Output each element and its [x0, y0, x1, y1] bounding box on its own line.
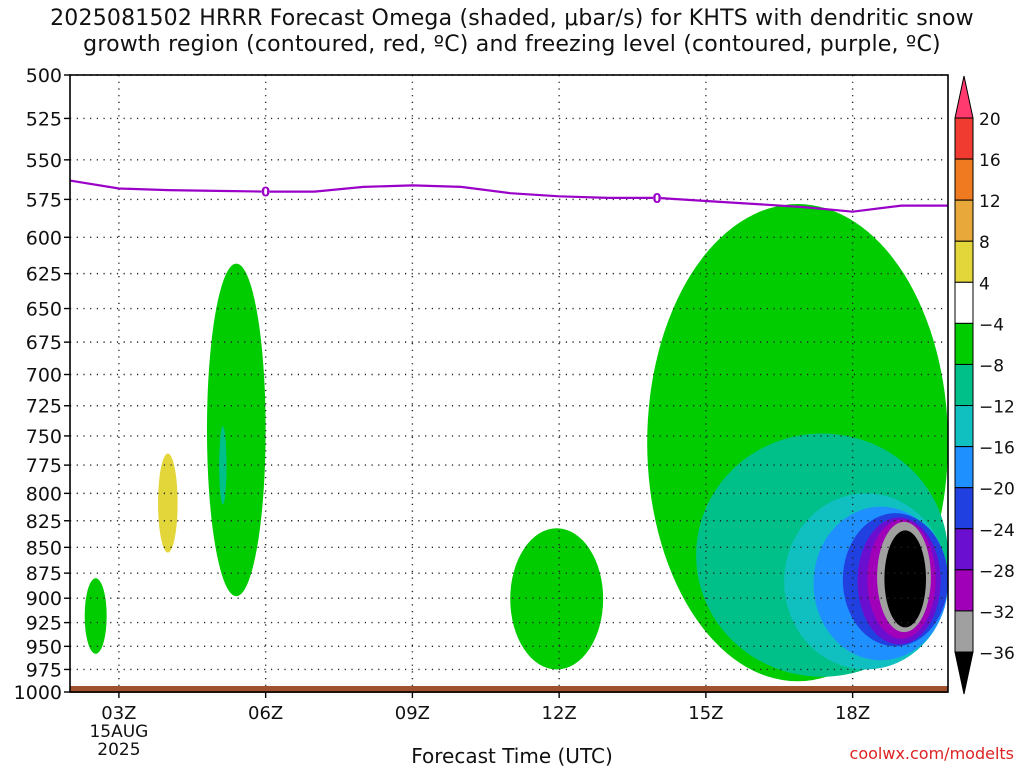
axes: 500 525 550 575 600 625 650 675 700 725 750 775 800 8…: [14, 65, 949, 760]
y-tick-label: 575: [26, 189, 62, 211]
omega-region-3: [219, 426, 227, 505]
y-tick-label: 975: [26, 659, 62, 681]
freezing-level-label-bg: [261, 184, 270, 198]
colorbar-label: −28: [979, 562, 1015, 582]
colorbar-label: −24: [979, 521, 1015, 541]
omega-shading: [84, 204, 948, 682]
y-tick-label: 500: [26, 65, 62, 87]
colorbar-label: 20: [979, 110, 1001, 130]
colorbar-label: −36: [979, 644, 1015, 664]
x-tick-label: 09Z: [395, 703, 430, 724]
y-tick-label: 875: [26, 563, 62, 585]
colorbar-bin: [954, 322, 974, 365]
freezing-level-label-bg: [652, 190, 661, 204]
x-date-label: 15AUG: [89, 722, 148, 742]
colorbar-bin: [954, 117, 974, 160]
omega-region-13: [884, 530, 926, 628]
colorbar-bin: [954, 487, 974, 530]
x-tick-label: 18Z: [835, 703, 870, 724]
omega-region-2: [206, 263, 266, 597]
omega-region-1: [158, 453, 178, 553]
y-tick-label: 700: [26, 365, 62, 387]
y-tick-label: 600: [26, 227, 62, 249]
colorbar-label: −32: [979, 603, 1015, 623]
x-tick-label: 03Z: [101, 703, 136, 724]
freezing-level-label: 0: [652, 192, 661, 207]
omega-region-4: [510, 528, 604, 670]
y-tick-label: 900: [26, 588, 62, 610]
colorbar-label: −16: [979, 439, 1015, 459]
y-tick-label: 625: [26, 264, 62, 286]
y-tick-label: 1000: [14, 682, 62, 704]
y-tick-label: 825: [26, 511, 62, 533]
colorbar-label: −12: [979, 398, 1015, 418]
y-tick-label: 650: [26, 299, 62, 321]
colorbar-bin: [954, 569, 974, 612]
credit-link[interactable]: coolwx.com/modelts: [849, 744, 1014, 763]
y-tick-label: 925: [26, 613, 62, 635]
x-axis-label: Forecast Time (UTC): [411, 744, 613, 768]
colorbar-label: −8: [979, 356, 1004, 376]
colorbar-extend-top: [954, 75, 974, 119]
colorbar: 20 16 12 8 4 −4 −8 −12 −16 −20 −24 −28 −32 −36: [954, 75, 1015, 695]
colorbar-label: 16: [979, 151, 1001, 171]
ground-strip: [70, 686, 948, 693]
colorbar-label: 12: [979, 192, 1001, 212]
y-tick-label: 775: [26, 455, 62, 477]
colorbar-bin: [954, 528, 974, 571]
colorbar-label: −20: [979, 480, 1015, 500]
colorbar-bin: [954, 199, 974, 242]
colorbar-label: −4: [979, 315, 1004, 335]
colorbar-label: 4: [979, 274, 990, 294]
omega-region-0: [84, 578, 107, 654]
chart-title-line2: growth region (contoured, red, ºC) and f…: [83, 32, 941, 57]
x-tick-label: 15Z: [688, 703, 723, 724]
freezing-level-label: 0: [261, 186, 270, 201]
y-tick-label: 725: [26, 396, 62, 418]
colorbar-bin: [954, 446, 974, 489]
colorbar-bin: [954, 158, 974, 201]
y-tick-label: 800: [26, 483, 62, 505]
colorbar-bin: [954, 281, 974, 324]
colorbar-bin: [954, 363, 974, 407]
y-tick-label: 525: [26, 108, 62, 130]
x-date-label: 2025: [97, 740, 140, 760]
y-tick-label: 675: [26, 332, 62, 354]
colorbar-bin: [954, 405, 974, 448]
y-tick-label: 950: [26, 636, 62, 658]
x-tick-label: 06Z: [248, 703, 283, 724]
grid: [70, 74, 948, 693]
y-tick-label: 550: [26, 150, 62, 172]
y-tick-label: 750: [26, 426, 62, 448]
colorbar-extend-bottom: [954, 651, 974, 695]
plot-frame: [69, 74, 949, 693]
colorbar-label: 8: [979, 233, 990, 253]
y-tick-label: 850: [26, 537, 62, 559]
chart-title: 2025081502 HRRR Forecast Omega (shaded, …: [0, 6, 1024, 58]
colorbar-bin: [954, 240, 974, 283]
colorbar-bin: [954, 610, 974, 653]
x-tick-label: 12Z: [542, 703, 577, 724]
freezing-level-line: [69, 179, 948, 213]
chart-title-line1: 2025081502 HRRR Forecast Omega (shaded, …: [50, 6, 974, 31]
